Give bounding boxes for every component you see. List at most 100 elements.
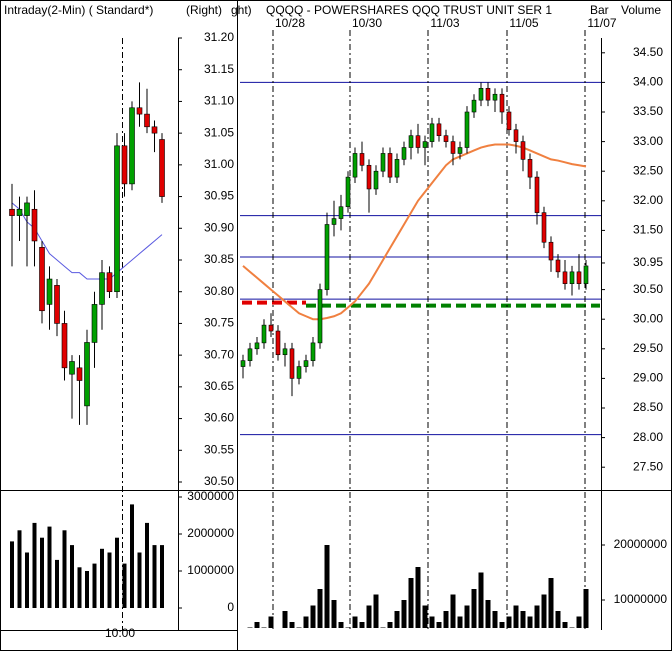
candle-body xyxy=(408,135,414,148)
y-tick-label: 29.50 xyxy=(633,341,663,355)
y-tick-label: 30.95 xyxy=(204,189,234,203)
candle-body xyxy=(24,202,30,216)
candle-body xyxy=(492,93,498,101)
volume-bar xyxy=(289,622,295,628)
candle-body xyxy=(387,153,393,178)
volume-bar xyxy=(122,563,127,608)
candle-body xyxy=(471,99,477,113)
candle-body xyxy=(548,241,554,261)
candle-body xyxy=(499,93,505,113)
candle-body xyxy=(576,271,582,284)
candle-body xyxy=(457,147,463,154)
volume-bar xyxy=(457,616,463,628)
candle-body xyxy=(583,265,589,284)
volume-bar xyxy=(429,616,435,628)
volume-bar xyxy=(415,567,421,628)
candle-body xyxy=(282,348,288,356)
y-tick-label: 30.60 xyxy=(204,411,234,425)
volume-bar xyxy=(506,616,512,628)
volume-bar xyxy=(422,605,428,628)
candle-body xyxy=(317,289,323,344)
volume-bar xyxy=(345,627,351,628)
volume-bar xyxy=(324,545,330,628)
candle-body xyxy=(436,123,442,136)
y-tick-label: 30.85 xyxy=(204,252,234,266)
candle-body xyxy=(240,360,246,367)
candle-body xyxy=(352,153,358,178)
volume-bar xyxy=(70,545,74,608)
volume-bar xyxy=(450,594,456,628)
volume-bar xyxy=(527,616,533,628)
candle-body xyxy=(16,208,23,216)
candle-body xyxy=(373,170,379,190)
volume-bar xyxy=(394,611,400,628)
y-tick-label: 31.00 xyxy=(204,157,234,171)
volume-bar xyxy=(107,552,112,608)
candle-body xyxy=(303,360,309,367)
panel-title: Bar xyxy=(590,3,609,17)
candle-body xyxy=(261,324,267,344)
y-tick-label: 1000000 xyxy=(187,563,234,577)
y-tick-label: 10000000 xyxy=(614,592,668,606)
volume-bar xyxy=(32,522,37,608)
volume-bar xyxy=(130,504,134,608)
volume-bar xyxy=(85,571,89,608)
volume-bar xyxy=(92,563,97,608)
y-tick-label: 30.75 xyxy=(204,316,234,330)
panel-title: (Right) xyxy=(186,3,222,17)
candle-body xyxy=(159,139,165,197)
candle-body xyxy=(359,153,365,166)
y-tick-label: 30.50 xyxy=(633,282,663,296)
candle-body xyxy=(555,259,561,273)
volume-bar xyxy=(373,594,379,628)
candle-body xyxy=(9,208,15,216)
volume-bar xyxy=(310,605,316,628)
volume-bar xyxy=(145,522,149,608)
volume-bar xyxy=(534,605,540,628)
volume-bar xyxy=(471,589,477,628)
volume-bar xyxy=(387,622,393,628)
y-tick-label: 31.05 xyxy=(204,125,234,139)
y-tick-label: 31.50 xyxy=(633,223,663,237)
volume-bars xyxy=(10,504,164,608)
candle-body xyxy=(485,88,491,101)
candle-body xyxy=(84,342,90,407)
candle-body xyxy=(569,271,575,284)
candle-body xyxy=(380,153,386,172)
y-tick-label: 30.55 xyxy=(204,442,234,456)
y-tick-label: 29.00 xyxy=(633,371,663,385)
volume-bar xyxy=(513,605,519,628)
y-tick-label: 27.50 xyxy=(633,459,663,473)
volume-bar xyxy=(569,627,575,628)
candle-body xyxy=(527,159,533,178)
x-tick-label: 10:00 xyxy=(105,626,135,640)
volume-bar xyxy=(247,627,253,628)
candle-body xyxy=(366,164,372,190)
volume-bar xyxy=(331,600,337,628)
candle-body xyxy=(61,323,68,369)
panel-title: ght) xyxy=(231,3,252,17)
y-tick-label: 32.00 xyxy=(633,193,663,207)
y-tick-label: 32.50 xyxy=(633,163,663,177)
y-tick-label: 31.20 xyxy=(204,30,234,44)
candle-body xyxy=(324,224,330,290)
candle-body xyxy=(136,107,143,115)
candle-body xyxy=(129,107,135,185)
y-tick-label: 31.10 xyxy=(204,94,234,108)
volume-bar xyxy=(261,627,267,628)
volume-bar xyxy=(555,611,561,628)
panel-title: Intraday(2-Min) ( Standard*) xyxy=(4,3,153,17)
volume-bar xyxy=(436,622,442,628)
volume-bar xyxy=(296,627,302,628)
volume-bar xyxy=(520,611,526,628)
panel-title: Volume xyxy=(621,3,661,17)
volume-bar xyxy=(485,600,491,628)
candle-body xyxy=(275,330,281,356)
volume-bar xyxy=(100,548,104,608)
candle-body xyxy=(91,304,98,343)
candle-body xyxy=(254,342,260,350)
candle-body xyxy=(534,176,540,213)
y-tick-label: 30.00 xyxy=(633,311,663,325)
volume-bar xyxy=(548,578,554,628)
y-tick-label: 30.65 xyxy=(204,379,234,393)
